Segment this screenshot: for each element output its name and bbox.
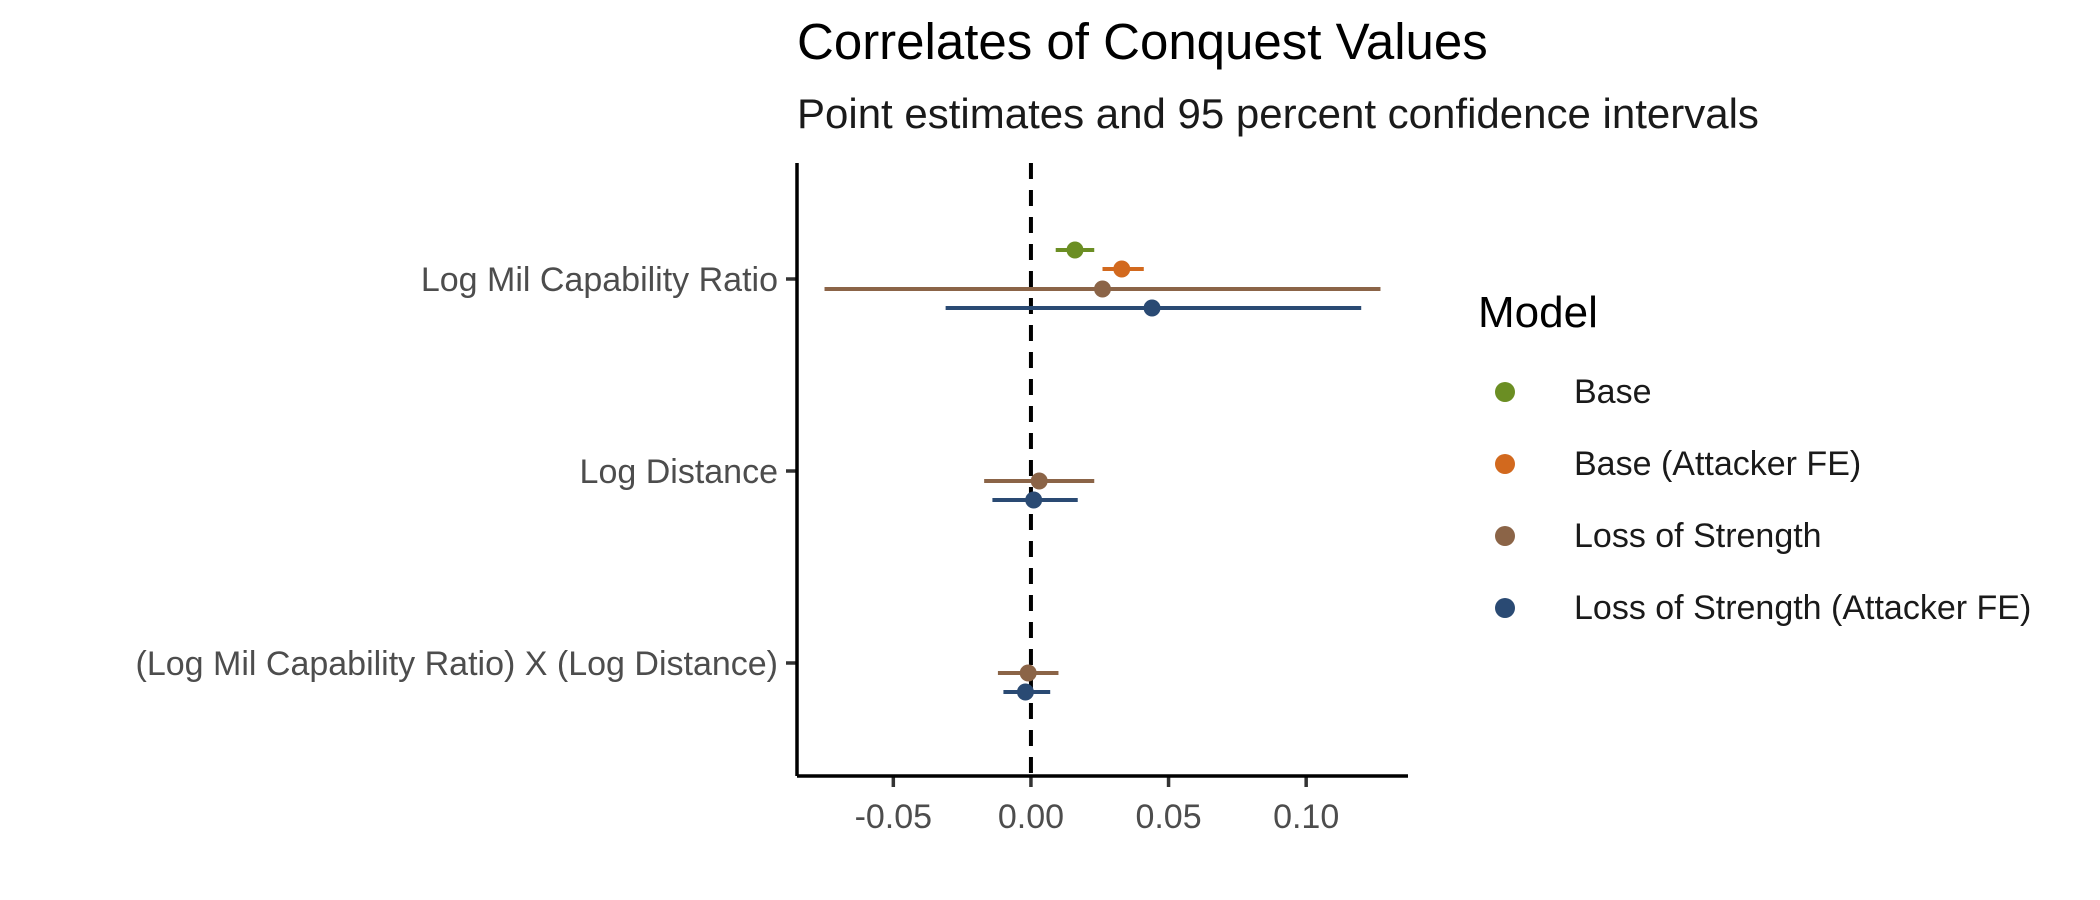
point-loss-of-strength-attacker-fe-log-mil-capability-ratio xyxy=(1143,299,1161,317)
y-tick-label-log-mil-capability-ratio-x-log-distance: (Log Mil Capability Ratio) X (Log Distan… xyxy=(136,645,778,683)
legend-label-loss-of-strength-attacker-fe: Loss of Strength (Attacker FE) xyxy=(1574,588,2032,627)
legend-item-loss-of-strength: Loss of Strength xyxy=(1478,500,1822,572)
x-tick-label: 0.00 xyxy=(998,798,1064,836)
chart-title: Correlates of Conquest Values xyxy=(797,13,1488,70)
legend: Model Base Base (Attacker FE) Loss of St… xyxy=(1478,288,2031,644)
point-loss-of-strength-attacker-fe-log-mil-capability-ratio-x-log-distance xyxy=(1016,683,1034,701)
y-tick-label-log-distance: Log Distance xyxy=(580,453,778,491)
x-tick-label: -0.05 xyxy=(855,798,933,836)
legend-label-loss-of-strength: Loss of Strength xyxy=(1574,516,1822,555)
legend-item-base-attacker-fe: Base (Attacker FE) xyxy=(1478,428,1861,500)
legend-key-loss-of-strength xyxy=(1495,526,1515,546)
legend-item-base: Base xyxy=(1478,356,1652,428)
point-loss-of-strength-log-distance xyxy=(1030,472,1048,490)
chart-subtitle: Point estimates and 95 percent confidenc… xyxy=(797,90,1759,137)
legend-label-base: Base xyxy=(1574,372,1652,411)
x-tick-label: 0.05 xyxy=(1135,798,1201,836)
point-loss-of-strength-attacker-fe-log-distance xyxy=(1025,491,1043,509)
point-base-log-mil-capability-ratio xyxy=(1066,241,1084,259)
point-base-attacker-fe-log-mil-capability-ratio xyxy=(1113,260,1131,278)
legend-label-base-attacker-fe: Base (Attacker FE) xyxy=(1574,444,1862,483)
x-tick-label: 0.10 xyxy=(1273,798,1339,836)
legend-title: Model xyxy=(1478,288,1598,337)
y-tick-label-log-mil-capability-ratio: Log Mil Capability Ratio xyxy=(421,261,778,299)
legend-item-loss-of-strength-attacker-fe: Loss of Strength (Attacker FE) xyxy=(1478,572,2031,644)
point-loss-of-strength-log-mil-capability-ratio-x-log-distance xyxy=(1019,664,1037,682)
point-loss-of-strength-log-mil-capability-ratio xyxy=(1094,280,1111,298)
legend-key-loss-of-strength-attacker-fe xyxy=(1495,598,1515,618)
legend-key-base-attacker-fe xyxy=(1495,454,1515,474)
legend-key-base xyxy=(1495,382,1515,402)
